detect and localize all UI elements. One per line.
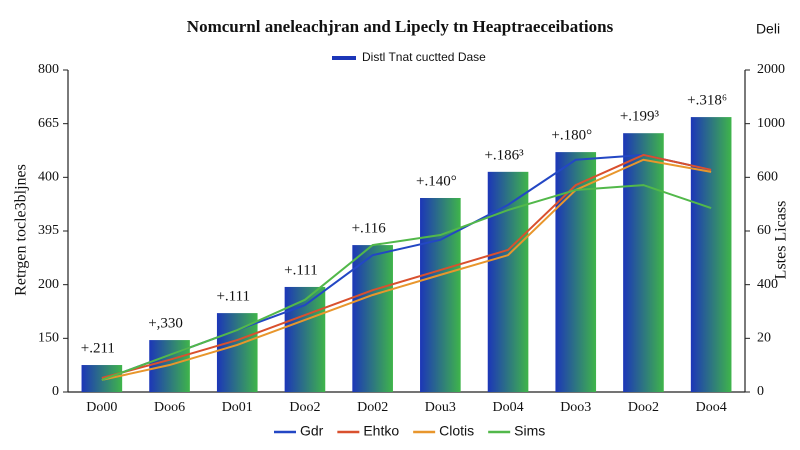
x-tick-label: Doo4: [696, 400, 727, 415]
line-series: [101, 158, 712, 381]
y2-tick-label: 600: [757, 170, 778, 185]
legend-label: Distl Tnat cuctted Dase: [362, 50, 486, 64]
y2-tick-label: 1000: [757, 116, 785, 131]
legend-label: Sims: [514, 423, 545, 439]
bar-annotation: +.111: [216, 289, 250, 305]
corner-label: Deli: [756, 21, 780, 37]
x-tick-label: Doo3: [560, 400, 591, 415]
y-tick-label: 395: [38, 223, 59, 238]
legend-label: Clotis: [439, 423, 474, 439]
bar: [284, 286, 326, 392]
bar-annotation: +.140°: [416, 173, 457, 189]
bar: [690, 117, 732, 392]
y2-tick-label: 2000: [757, 62, 785, 77]
y-tick-label: 200: [38, 277, 59, 292]
bar: [81, 365, 123, 392]
x-tick-label: Doo2: [289, 400, 320, 415]
bar-annotation: +,330: [148, 316, 183, 332]
y-axis-title: Retrgen tocle3bljnes: [13, 164, 30, 296]
y2-tick-label: 20: [757, 331, 771, 346]
x-tick-label: Dou3: [425, 400, 456, 415]
bar: [216, 313, 258, 392]
bar-annotation: +.111: [284, 262, 318, 278]
bar-annotation: +.211: [81, 340, 115, 356]
bar-annotation: +.199³: [620, 109, 660, 125]
y-tick-label: 665: [38, 116, 59, 131]
y2-tick-label: 400: [757, 277, 778, 292]
bar: [487, 171, 529, 392]
y-tick-label: 800: [38, 62, 59, 77]
x-tick-label: Do00: [86, 400, 117, 415]
chart-title: Nomcurnl aneleachjran and Lipecly tn Hea…: [187, 17, 614, 36]
y-tick-label: 400: [38, 170, 59, 185]
x-tick-label: Doo6: [154, 400, 185, 415]
x-tick-label: Do02: [357, 400, 388, 415]
bar: [555, 152, 597, 392]
y-tick-label: 0: [52, 384, 59, 399]
y2-tick-label: 60: [757, 223, 771, 238]
bar-annotation: +.180°: [551, 128, 592, 144]
bar: [623, 133, 664, 392]
line-series: [101, 184, 712, 381]
y2-axis-title: Lstes Licass: [773, 201, 790, 280]
legend-label: Ehtko: [363, 423, 399, 439]
x-tick-label: Do04: [492, 400, 523, 415]
legend-label: Gdr: [300, 423, 324, 439]
bar: [420, 197, 461, 392]
bar: [352, 245, 393, 392]
bar-annotation: +.116: [352, 221, 387, 237]
line-series: [101, 153, 712, 379]
y2-tick-label: 0: [757, 384, 764, 399]
x-tick-label: Do01: [222, 400, 253, 415]
bar-annotation: +.318⁶: [687, 93, 727, 109]
y-tick-label: 150: [38, 331, 59, 346]
x-tick-label: Doo2: [628, 400, 659, 415]
bar-annotation: +.186³: [484, 147, 524, 163]
